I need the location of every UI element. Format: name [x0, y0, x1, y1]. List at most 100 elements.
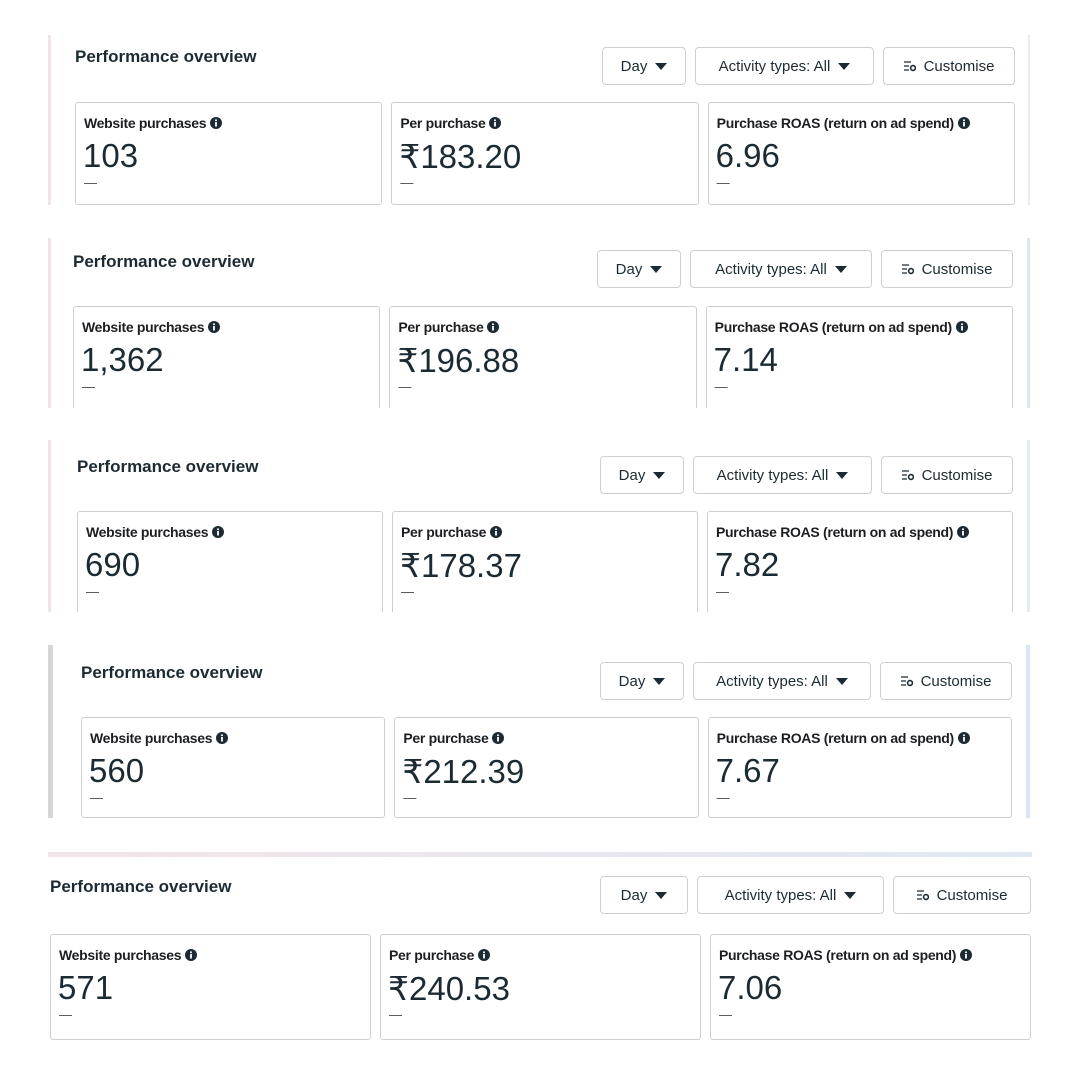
metric-change: — — [90, 790, 103, 805]
info-icon — [208, 321, 221, 333]
customise-icon — [901, 470, 914, 481]
metric-card: Purchase ROAS (return on ad spend) 7.06— — [710, 934, 1031, 1040]
dropdown-caret — [836, 471, 849, 479]
metric-value: 7.14 — [713, 341, 778, 378]
button-label: Day — [618, 672, 646, 690]
customise-button[interactable]: Customise — [880, 662, 1012, 700]
dropdown-caret — [653, 471, 666, 479]
metric-change: — — [59, 1007, 72, 1022]
dropdown-caret — [838, 62, 851, 70]
button-label: Activity types: All — [718, 57, 831, 75]
metric-value: ₹212.39 — [402, 753, 525, 790]
metric-value: 7.67 — [715, 752, 780, 789]
panel-title: Performance overview — [73, 252, 255, 271]
performance-panel: Performance overview Day Activity types: A… — [48, 35, 1030, 205]
metric-label: Purchase ROAS (return on ad spend) — [719, 947, 957, 963]
metric-value: 690 — [85, 546, 141, 583]
button-label: Customise — [920, 672, 992, 690]
metric-label: Website purchases — [84, 115, 207, 131]
button-label: Day — [618, 466, 646, 484]
metric-change: — — [719, 1007, 732, 1022]
customise-button[interactable]: Customise — [881, 456, 1013, 494]
customise-button[interactable]: Customise — [881, 250, 1013, 288]
button-label: Activity types: All — [724, 886, 837, 904]
performance-panel: Performance overview Day Activity types: A… — [48, 440, 1030, 612]
metric-label: Website purchases — [90, 730, 213, 746]
metric-change: — — [716, 175, 730, 190]
metric-label: Purchase ROAS (return on ad spend) — [716, 730, 954, 746]
metric-label-row: Website purchases — [86, 524, 225, 540]
metric-value: 6.96 — [715, 137, 780, 174]
metric-value: ₹183.20 — [399, 138, 522, 175]
dropdown-button[interactable]: Activity types: All — [693, 456, 872, 494]
metric-label-row: Website purchases — [84, 115, 223, 131]
info-icon — [957, 732, 970, 744]
customise-icon — [903, 61, 916, 72]
panel-title: Performance overview — [81, 663, 263, 682]
info-icon — [210, 117, 223, 129]
metric-change: — — [401, 584, 414, 599]
customise-button[interactable]: Customise — [883, 47, 1015, 85]
panel-title: Performance overview — [77, 457, 259, 476]
dropdown-button[interactable]: Day — [602, 47, 686, 85]
metric-value: 1,362 — [81, 341, 164, 378]
metric-label: Website purchases — [82, 319, 205, 335]
metric-value: 103 — [83, 137, 139, 174]
metric-label-row: Purchase ROAS (return on ad spend) — [717, 115, 970, 131]
dropdown-caret — [655, 891, 668, 899]
button-label: Customise — [936, 886, 1008, 904]
metric-label-row: Purchase ROAS (return on ad spend) — [716, 524, 970, 540]
metric-card: Per purchase ₹178.37— — [392, 511, 698, 612]
info-icon — [478, 949, 491, 961]
dropdown-caret — [655, 62, 668, 70]
button-label: Activity types: All — [716, 466, 829, 484]
metric-card: Purchase ROAS (return on ad spend) 6.96— — [707, 102, 1015, 205]
metric-change: — — [400, 175, 414, 190]
info-icon — [957, 117, 970, 129]
customise-button[interactable]: Customise — [893, 876, 1031, 914]
metric-label: Per purchase — [403, 730, 489, 746]
dropdown-button[interactable]: Day — [600, 456, 684, 494]
info-icon — [960, 949, 973, 961]
metric-change: — — [389, 1007, 402, 1022]
performance-panel: Performance overview Day Activity types: A… — [48, 238, 1030, 408]
metric-change: — — [716, 790, 730, 805]
button-label: Day — [615, 260, 643, 278]
dropdown-caret — [835, 677, 848, 685]
dropdown-button[interactable]: Activity types: All — [693, 662, 871, 700]
metric-label: Purchase ROAS (return on ad spend) — [714, 319, 952, 335]
metric-label-row: Purchase ROAS (return on ad spend) — [715, 319, 968, 335]
dropdown-button[interactable]: Activity types: All — [690, 250, 872, 288]
metric-label-row: Website purchases — [90, 730, 229, 746]
dropdown-button[interactable]: Day — [597, 250, 681, 288]
metric-card: Website purchases 571— — [50, 934, 371, 1040]
metric-label-row: Per purchase — [398, 319, 500, 335]
metric-label: Per purchase — [389, 947, 475, 963]
metric-value: 560 — [89, 752, 145, 789]
customise-icon — [916, 890, 929, 901]
metric-value: ₹196.88 — [397, 342, 520, 379]
info-icon — [487, 321, 500, 333]
dropdown-button[interactable]: Activity types: All — [697, 876, 884, 914]
metric-change: — — [84, 175, 97, 190]
customise-icon — [901, 264, 914, 275]
metric-label: Purchase ROAS (return on ad spend) — [716, 115, 954, 131]
dropdown-button[interactable]: Day — [600, 876, 688, 914]
dropdown-button[interactable]: Activity types: All — [695, 47, 874, 85]
panel-title: Performance overview — [50, 877, 232, 896]
dropdown-button[interactable]: Day — [600, 662, 684, 700]
metric-card: Website purchases 560— — [81, 717, 386, 818]
info-icon — [957, 526, 970, 538]
info-icon — [489, 117, 502, 129]
metric-value: 571 — [58, 969, 114, 1006]
divider — [48, 852, 1032, 857]
info-icon — [492, 732, 505, 744]
dropdown-caret — [653, 677, 666, 685]
metric-label-row: Per purchase — [403, 730, 505, 746]
metric-card: Per purchase ₹240.53— — [380, 934, 701, 1040]
metric-label: Per purchase — [398, 319, 484, 335]
dropdown-caret — [844, 891, 857, 899]
metric-change: — — [714, 379, 728, 394]
metric-label: Website purchases — [86, 524, 209, 540]
